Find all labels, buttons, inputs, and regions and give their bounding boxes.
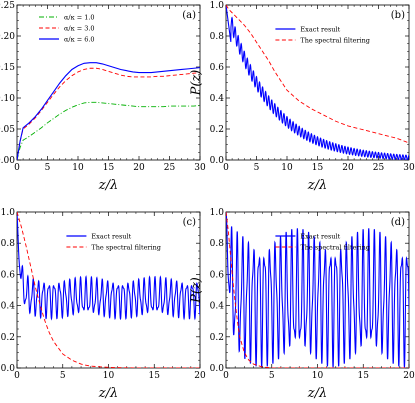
x-tick-label: 15 xyxy=(149,371,161,381)
y-tick-label: 0.4 xyxy=(1,302,16,312)
y-tick-label: 0.6 xyxy=(210,63,225,73)
x-axis-title: z/λ xyxy=(307,386,327,401)
panel-2: 0 5 10 15 20 0.0 0.2 0.4 0.6 0.8 1.0 z/λ P(z) (c) The … xyxy=(1,208,206,401)
legend-label: The spectral filtering xyxy=(91,244,161,252)
legend-label: Exact result xyxy=(91,233,131,241)
x-tick-label: 15 xyxy=(103,163,115,173)
panel-tag: (d) xyxy=(391,217,405,228)
x-tick-label: 5 xyxy=(60,371,66,381)
y-tick-label: 0.0 xyxy=(1,364,16,374)
x-tick-label: 30 xyxy=(194,163,206,173)
legend-label: Exact result xyxy=(300,26,340,34)
y-axis-title: P(z) xyxy=(189,70,204,97)
x-tick-label: 5 xyxy=(254,163,260,173)
x-tick-label: 5 xyxy=(269,371,275,381)
x-tick-label: 10 xyxy=(312,371,324,381)
y-tick-label: 0.2 xyxy=(1,333,15,343)
panel-3: 0 5 10 15 20 0.0 0.2 0.4 0.6 0.8 1.0 z/λ P(z) (d) The … xyxy=(189,208,415,401)
y-tick-label: 1.0 xyxy=(1,208,16,218)
x-tick-label: 15 xyxy=(358,371,370,381)
series-line-1 xyxy=(17,212,200,368)
legend-label: α/κ = 1.0 xyxy=(64,14,95,22)
series-line-2 xyxy=(17,62,200,160)
series-line-0 xyxy=(17,212,200,321)
y-tick-label: 0.2 xyxy=(210,125,224,135)
legend-label: The spectral filtering xyxy=(300,244,370,252)
y-tick-label: 0.8 xyxy=(1,239,16,249)
x-tick-label: 10 xyxy=(103,371,115,381)
x-tick-label: 20 xyxy=(403,371,415,381)
x-axis-title: z/λ xyxy=(98,178,118,193)
y-tick-label: 0.2 xyxy=(210,333,224,343)
y-tick-label: 0.4 xyxy=(210,94,225,104)
legend-label: Exact result xyxy=(300,233,340,241)
x-tick-label: 0 xyxy=(14,371,20,381)
x-axis-title: z/λ xyxy=(98,386,118,401)
x-tick-label: 25 xyxy=(164,163,176,173)
series-line-1 xyxy=(17,67,200,160)
y-tick-label: 1.0 xyxy=(210,208,225,218)
series-line-0 xyxy=(17,101,200,160)
y-tick-label: 0.25 xyxy=(0,1,15,11)
panel-tag: (b) xyxy=(391,10,405,21)
series-line-1 xyxy=(226,5,409,144)
y-tick-label: 0.15 xyxy=(0,63,15,73)
y-tick-label: 0.8 xyxy=(210,32,225,42)
series-line-0 xyxy=(226,212,409,368)
x-axis-title: z/λ xyxy=(307,178,327,193)
y-tick-label: 0.0 xyxy=(210,364,225,374)
y-tick-label: 0.00 xyxy=(0,156,15,166)
x-tick-label: 0 xyxy=(223,371,229,381)
legend-label: α/κ = 6.0 xyxy=(64,36,95,44)
x-tick-label: 0 xyxy=(223,163,229,173)
x-tick-label: 20 xyxy=(133,163,145,173)
x-tick-label: 15 xyxy=(312,163,324,173)
plot-frame xyxy=(16,4,201,161)
x-tick-label: 20 xyxy=(342,163,354,173)
y-tick-label: 0.0 xyxy=(210,156,225,166)
y-tick-label: 0.05 xyxy=(0,125,15,135)
legend-label: α/κ = 3.0 xyxy=(64,25,95,33)
x-tick-label: 10 xyxy=(281,163,293,173)
x-tick-label: 30 xyxy=(403,163,415,173)
y-tick-label: 0.8 xyxy=(210,239,225,249)
series-line-0 xyxy=(226,5,409,160)
y-axis-title: P(z) xyxy=(189,277,204,304)
y-tick-label: 0.10 xyxy=(0,94,15,104)
x-tick-label: 5 xyxy=(45,163,51,173)
y-tick-label: 1.0 xyxy=(210,1,225,11)
panel-1: 0 5 10 15 20 25 30 0.0 0.2 0.4 0.6 0.8 1.0 z/λ P(z) (b)… xyxy=(189,1,415,193)
panel-tag: (a) xyxy=(182,10,196,21)
x-tick-label: 10 xyxy=(72,163,84,173)
y-tick-label: 0.20 xyxy=(0,32,15,42)
x-tick-label: 25 xyxy=(373,163,385,173)
series-line-1 xyxy=(226,212,409,368)
legend-label: The spectral filtering xyxy=(300,37,370,45)
y-tick-label: 0.6 xyxy=(210,270,225,280)
panel-tag: (c) xyxy=(183,217,197,228)
x-tick-label: 20 xyxy=(194,371,206,381)
x-tick-label: 0 xyxy=(14,163,20,173)
y-tick-label: 0.4 xyxy=(210,302,225,312)
panel-0: 0510152025300.000.050.100.150.200.25z/λR… xyxy=(0,1,206,193)
y-tick-label: 0.6 xyxy=(1,270,16,280)
